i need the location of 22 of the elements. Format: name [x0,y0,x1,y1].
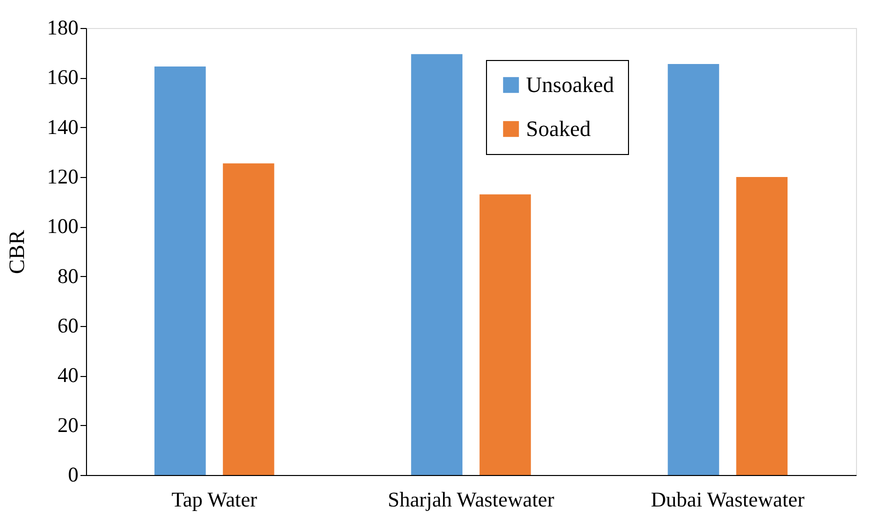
bar [736,177,788,475]
legend-label: Soaked [526,116,591,141]
bar [668,64,720,475]
legend-label: Unsoaked [526,72,614,97]
y-tick-label: 40 [58,363,78,388]
x-tick-label: Dubai Wastewater [650,488,804,512]
y-tick-label: 120 [47,164,78,188]
bar [154,66,206,475]
y-axis-title: CBR [4,230,29,274]
bar [480,194,531,475]
x-tick-label: Tap Water [171,488,258,512]
bar [222,163,274,475]
y-tick-label: 100 [47,214,78,238]
bar [411,54,462,475]
y-tick-label: 160 [47,65,78,90]
y-tick-label: 20 [58,412,78,437]
y-tick-label: 60 [58,314,78,338]
x-tick-label: Sharjah Wastewater [388,488,554,512]
y-tick-label: 140 [47,114,78,139]
y-tick-label: 180 [47,16,78,40]
y-tick-label: 80 [58,264,78,288]
y-tick-label: 0 [68,462,78,486]
